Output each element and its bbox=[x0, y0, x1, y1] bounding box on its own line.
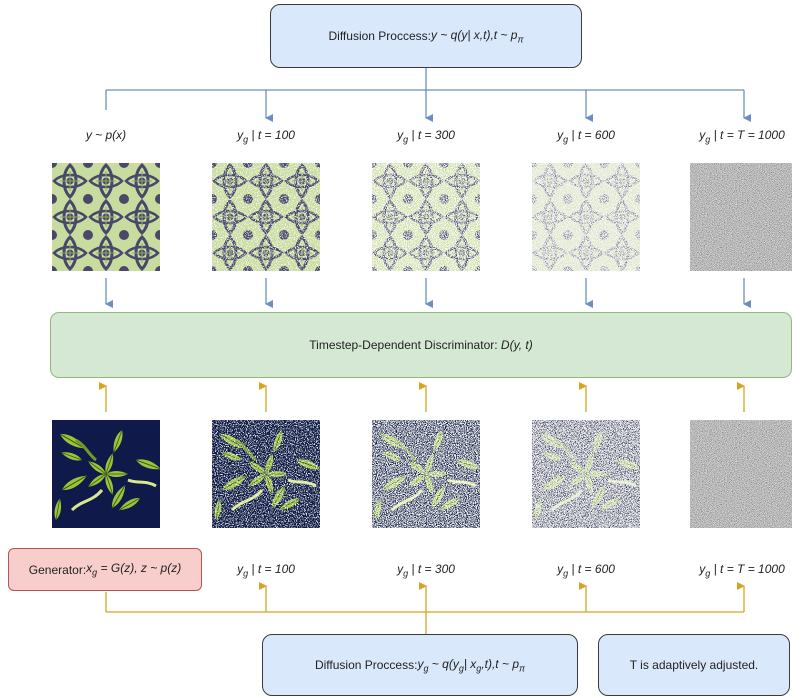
top-label-2: yg | t = 300 bbox=[397, 128, 455, 145]
top-box-prefix: Diffusion Proccess: bbox=[328, 29, 431, 43]
bottom-bracket bbox=[105, 582, 745, 634]
bottom-box-prefix: Diffusion Proccess: bbox=[314, 658, 418, 672]
top-label-1: yg | t = 100 bbox=[237, 128, 295, 145]
pattern-image-t100 bbox=[212, 163, 320, 271]
bottom-label-1: yg | t = 300 bbox=[397, 562, 455, 579]
top-label-3: yg | t = 600 bbox=[557, 128, 615, 145]
note-text: T is adaptively adjusted. bbox=[629, 658, 759, 672]
fern-image-t600 bbox=[532, 420, 640, 528]
generator-formula: xg = G(z), z ~ p(z) bbox=[86, 561, 182, 578]
bottom-label-3: yg | t = T = 1000 bbox=[699, 562, 785, 579]
generator-box: Generator: xg = G(z), z ~ p(z) bbox=[8, 548, 202, 591]
fern-image-t100 bbox=[212, 420, 320, 528]
bottom-label-2: yg | t = 600 bbox=[557, 562, 615, 579]
fern-image-generated bbox=[52, 420, 160, 528]
arrows-to-discriminator bbox=[105, 278, 751, 308]
discriminator-formula: D(y, t) bbox=[500, 338, 533, 352]
bottom-label-0: yg | t = 100 bbox=[237, 562, 295, 579]
generator-prefix: Generator: bbox=[28, 562, 87, 577]
fern-image-t1000-noise bbox=[690, 420, 792, 528]
top-label-4: yg | t = T = 1000 bbox=[699, 128, 785, 145]
discriminator-prefix: Timestep-Dependent Discriminator: bbox=[309, 338, 498, 352]
pattern-image-t300 bbox=[372, 163, 480, 271]
top-label-0: y ~ p(x) bbox=[85, 128, 127, 142]
arrows-up-to-discriminator bbox=[99, 382, 745, 412]
fern-image-t300 bbox=[372, 420, 480, 528]
top-bracket bbox=[105, 68, 751, 122]
pattern-image-clean bbox=[52, 163, 160, 271]
pattern-image-t600 bbox=[532, 163, 640, 271]
top-box-formula: y ~ q(y| x,t),t ~ pπ bbox=[430, 27, 524, 45]
top-diffusion-process-box: Diffusion Proccess: y ~ q(y| x,t),t ~ pπ bbox=[270, 4, 582, 68]
pattern-image-t1000-noise bbox=[690, 163, 792, 271]
discriminator-box: Timestep-Dependent Discriminator: D(y, t… bbox=[50, 312, 792, 378]
bottom-diffusion-process-box: Diffusion Proccess: yg ~ q(yg| xg,t),t ~… bbox=[262, 634, 578, 696]
adaptive-t-note-box: T is adaptively adjusted. bbox=[598, 634, 790, 696]
bottom-box-formula: yg ~ q(yg| xg,t),t ~ pπ bbox=[417, 656, 526, 674]
